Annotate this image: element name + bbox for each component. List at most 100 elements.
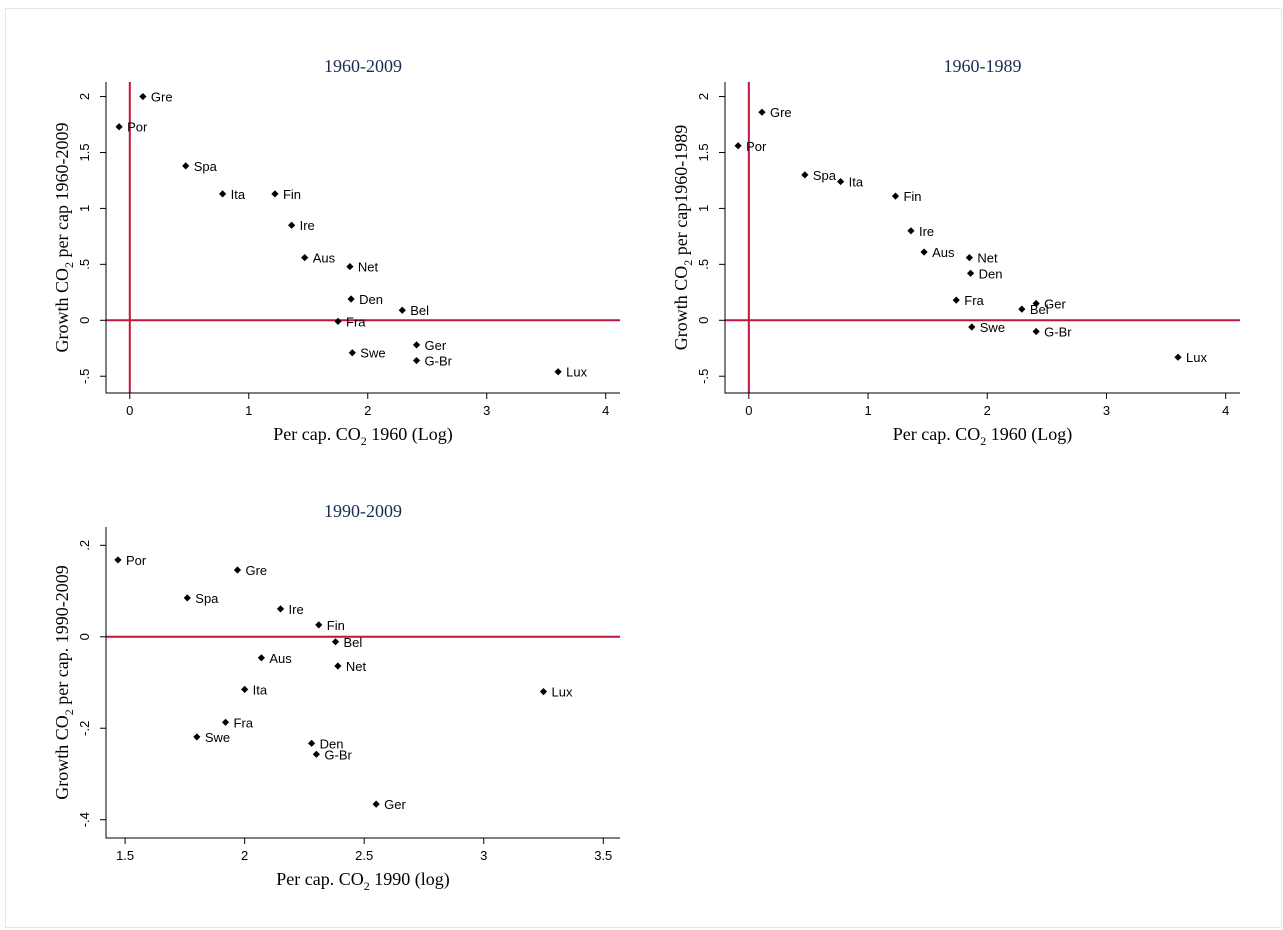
point-marker-por <box>734 142 742 150</box>
point-marker-bel <box>331 638 340 646</box>
point-marker-g-br <box>312 750 320 758</box>
point-marker-fra <box>952 296 960 304</box>
point-label-ger: Ger <box>1044 297 1066 312</box>
x-tick-label: 2 <box>364 403 371 418</box>
x-tick-label: 4 <box>1222 403 1229 418</box>
point-label-aus: Aus <box>313 251 336 266</box>
chart-1990-2009: 1990-2009 1.5 2 2.5 3 3.5 -.4 -.2 0 .2 Per cap. CO… <box>52 501 620 893</box>
point-marker-lux <box>1174 353 1182 361</box>
y-tick-label: .5 <box>696 259 711 270</box>
y-tick-label: 1 <box>696 205 711 212</box>
point-marker-net <box>346 262 354 271</box>
chart-title: 1960-2009 <box>324 56 402 76</box>
point-label-g-br: G-Br <box>324 747 352 762</box>
point-label-bel: Bel <box>1030 302 1049 317</box>
point-label-den: Den <box>979 266 1003 281</box>
point-label-ire: Ire <box>300 218 315 233</box>
point-marker-ger <box>372 800 380 808</box>
point-label-swe: Swe <box>360 346 385 361</box>
x-tick-label: 0 <box>745 403 752 418</box>
point-label-por: Por <box>746 139 767 154</box>
point-marker-swe <box>348 349 356 357</box>
point-label-fra: Fra <box>346 314 366 329</box>
y-tick-label: 1.5 <box>696 143 711 161</box>
point-marker-den <box>347 295 355 303</box>
point-label-ire: Ire <box>289 602 304 617</box>
point-marker-ita <box>837 177 845 186</box>
point-label-bel: Bel <box>410 303 429 318</box>
point-marker-ire <box>907 227 915 235</box>
x-tick-label: 3 <box>1103 403 1110 418</box>
x-tick-label: 2.5 <box>355 848 373 863</box>
point-marker-aus <box>257 654 265 662</box>
point-label-net: Net <box>977 251 998 266</box>
point-label-fin: Fin <box>327 618 345 633</box>
chart-1960-2009: 1960-2009 0 1 2 3 4 -.5 0 .5 1 1.5 2 Per cap. CO2​ 1… <box>52 56 620 448</box>
x-axis-label: Per cap. CO2​ 1990 (log) <box>276 869 449 893</box>
point-label-den: Den <box>320 736 344 751</box>
y-tick-label: 0 <box>77 317 92 324</box>
x-tick-label: 1.5 <box>116 848 134 863</box>
x-tick-label: 0 <box>126 403 133 418</box>
point-marker-net <box>334 662 342 670</box>
point-marker-swe <box>968 323 976 331</box>
y-axis-label: Growth CO2​ per cap. 1990-2009 <box>52 565 76 799</box>
point-label-g-br: G-Br <box>425 354 453 369</box>
point-label-spa: Spa <box>195 591 219 606</box>
figure-frame <box>5 8 1282 928</box>
point-marker-lux <box>554 368 562 376</box>
point-label-aus: Aus <box>932 245 955 260</box>
point-marker-fra <box>221 718 230 726</box>
point-marker-net <box>965 254 973 262</box>
y-tick-label: 2 <box>77 93 92 100</box>
point-label-fra: Fra <box>964 293 984 308</box>
point-marker-den <box>308 739 316 747</box>
y-tick-label: -.2 <box>77 721 92 736</box>
point-marker-fin <box>891 192 900 200</box>
point-marker-lux <box>539 688 548 696</box>
point-label-aus: Aus <box>269 651 292 666</box>
point-label-lux: Lux <box>551 685 572 700</box>
y-tick-label: 2 <box>696 93 711 100</box>
point-marker-fin <box>315 621 323 629</box>
point-label-den: Den <box>359 292 383 307</box>
x-tick-label: 2 <box>241 848 248 863</box>
x-tick-label: 1 <box>245 403 252 418</box>
point-label-net: Net <box>358 260 379 275</box>
point-marker-ita <box>219 190 227 198</box>
point-label-spa: Spa <box>194 159 218 174</box>
point-label-por: Por <box>126 553 147 568</box>
y-tick-label: 1 <box>77 205 92 212</box>
y-tick-label: -.5 <box>696 369 711 384</box>
point-marker-fra <box>334 317 342 326</box>
point-label-ger: Ger <box>384 797 406 812</box>
y-axis-label: Growth CO2​ per cap 1960-2009 <box>52 123 76 353</box>
point-label-por: Por <box>127 120 148 135</box>
point-marker-g-br <box>412 356 421 365</box>
point-marker-ire <box>276 605 285 613</box>
point-label-fin: Fin <box>283 187 301 202</box>
y-tick-label: .2 <box>77 540 92 551</box>
point-label-ita: Ita <box>231 187 246 202</box>
y-tick-label: 0 <box>696 317 711 324</box>
point-label-lux: Lux <box>1186 350 1207 365</box>
point-label-spa: Spa <box>813 168 837 183</box>
chart-title: 1990-2009 <box>324 501 402 521</box>
x-axis-label: Per cap. CO2​ 1960 (Log) <box>893 424 1072 448</box>
point-label-ire: Ire <box>919 224 934 239</box>
point-marker-gre <box>139 92 147 101</box>
point-marker-ger <box>412 341 421 349</box>
point-marker-bel <box>398 306 406 314</box>
chart-title: 1960-1989 <box>944 56 1022 76</box>
y-tick-label: .5 <box>77 259 92 270</box>
point-marker-aus <box>301 254 309 262</box>
point-marker-spa <box>182 162 190 170</box>
point-label-swe: Swe <box>205 730 230 745</box>
point-marker-gre <box>233 566 242 574</box>
x-axis-label: Per cap. CO2​ 1960 (Log) <box>273 424 452 448</box>
point-label-gre: Gre <box>151 90 173 105</box>
x-tick-label: 3 <box>483 403 490 418</box>
y-tick-label: -.4 <box>77 812 92 827</box>
point-marker-den <box>966 269 975 277</box>
